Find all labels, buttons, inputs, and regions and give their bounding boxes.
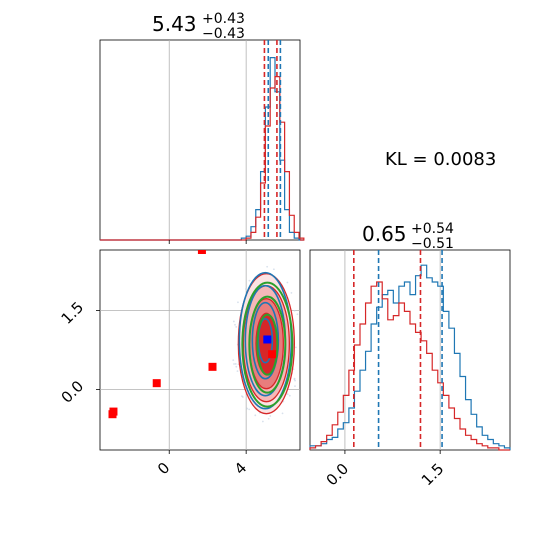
plot-area (108, 250, 299, 423)
histogram-panel-1: 5.43 +0.43 −0.43 (99, 11, 305, 244)
grid (344, 250, 441, 450)
sample-point (248, 279, 251, 282)
histogram-title-lower: −0.43 (202, 26, 245, 42)
sample-point (248, 408, 251, 411)
sample-point (254, 414, 257, 417)
x-tick-label: 4 (231, 459, 250, 478)
sample-point (232, 359, 235, 362)
sample-point (286, 281, 289, 284)
grid (168, 40, 247, 240)
sample-point (244, 288, 247, 290)
density-contour-line (237, 273, 295, 415)
scatter-contour-panel: 0 4 0.0 1.5 (58, 249, 301, 478)
sample-point (272, 268, 275, 271)
quantile-lines (353, 250, 443, 450)
density-contour-line (256, 313, 279, 376)
histogram-step (100, 75, 305, 241)
sample-point (232, 320, 235, 323)
sample-point (235, 365, 238, 368)
x-ticks (344, 450, 441, 454)
x-tick-label: 0.0 (323, 460, 353, 490)
sample-point (234, 363, 237, 365)
histogram-title-upper: +0.43 (202, 11, 245, 27)
sample-point (233, 363, 235, 365)
sample-point (269, 415, 272, 417)
sample-point (267, 417, 270, 420)
histogram-step (309, 264, 511, 450)
red-point (197, 250, 206, 254)
sample-point (294, 346, 297, 349)
sample-point (246, 407, 249, 410)
histogram-title-lower: −0.51 (411, 236, 454, 252)
red-point (268, 350, 277, 359)
x-tick-label: 1.5 (418, 460, 448, 490)
y-tick-label: 1.5 (58, 298, 88, 328)
density-contour-line (251, 301, 280, 380)
sample-point (236, 370, 239, 373)
axis-ticks (96, 310, 247, 454)
red-point (152, 379, 161, 388)
histogram-step (100, 56, 304, 241)
x-ticks (168, 240, 247, 244)
x-tick-label: 0 (154, 459, 173, 478)
density-contour-line (241, 281, 294, 408)
sample-point (235, 325, 238, 328)
red-point (208, 362, 217, 371)
sample-point (293, 309, 296, 312)
axes-frame (309, 249, 511, 451)
sample-point (286, 393, 289, 395)
quantile-lines (263, 40, 282, 240)
sample-point (294, 379, 296, 382)
sample-point (290, 291, 293, 294)
histogram-title-upper: +0.54 (411, 221, 454, 237)
axes-frame (99, 39, 301, 241)
kl-annotation: KL = 0.0083 (385, 149, 496, 170)
histogram-series (309, 264, 511, 451)
histogram-series (100, 56, 305, 241)
sample-point (241, 396, 244, 398)
sample-point (293, 377, 296, 380)
histogram-step (309, 281, 510, 451)
sample-point (296, 313, 299, 316)
sample-point (288, 394, 291, 397)
y-tick-label: 0.0 (58, 377, 88, 407)
density-contour-line (248, 295, 287, 394)
sample-point (266, 265, 269, 268)
sample-point (237, 301, 239, 304)
histogram-title-value: 5.43 (152, 12, 197, 36)
sample-point (234, 323, 236, 326)
sample-point (281, 412, 284, 415)
histogram-panel-2: 0.0 1.5 0.65 +0.54 −0.51 (309, 221, 511, 490)
histogram-title-value: 0.65 (362, 222, 407, 246)
red-point (108, 410, 117, 419)
sample-point (261, 420, 264, 423)
blue-point (263, 335, 272, 344)
sample-point (294, 385, 296, 388)
